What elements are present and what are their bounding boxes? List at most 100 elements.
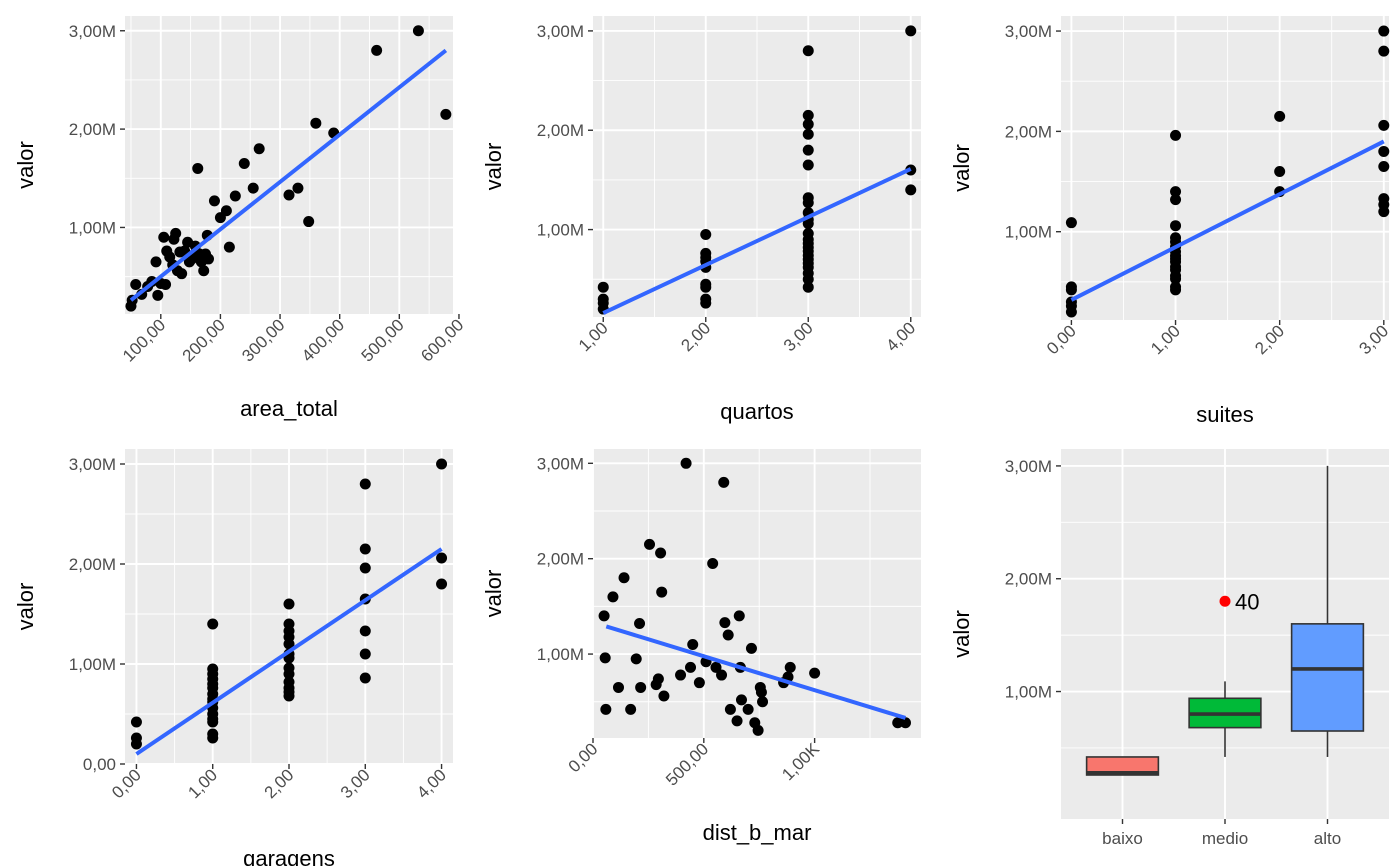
data-point: [600, 703, 612, 715]
x-axis-title: dist_b_mar: [703, 820, 812, 845]
x-tick-label: 1,00K: [778, 739, 823, 784]
data-point: [597, 293, 609, 305]
chart-panel-5: 1,00M 2,00M 3,00M 0,00 500,00 1,00K dist_b_mar…: [481, 449, 921, 845]
data-point: [158, 231, 170, 243]
data-point: [436, 458, 448, 470]
data-point: [310, 117, 322, 129]
data-point: [130, 732, 142, 744]
x-tick-label: alto: [1314, 829, 1341, 848]
data-point: [784, 661, 796, 673]
x-tick-label: 500,00: [358, 315, 408, 365]
x-tick-label: 0,00: [565, 739, 602, 776]
y-axis-title: valor: [481, 143, 506, 191]
x-tick-label: 3,00: [780, 318, 817, 355]
x-tick-label: 1,00: [1147, 321, 1184, 358]
data-point: [630, 653, 642, 665]
x-tick-label: 1,00: [575, 318, 612, 355]
data-point: [675, 669, 687, 681]
data-point: [612, 681, 624, 693]
data-point: [802, 45, 814, 57]
data-point: [905, 25, 917, 37]
data-point: [809, 667, 821, 679]
data-point: [359, 562, 371, 574]
y-tick-label: 3,00M: [1005, 457, 1052, 476]
data-point: [607, 591, 619, 603]
data-point: [283, 676, 295, 688]
y-tick-label: 1,00M: [1005, 683, 1052, 702]
data-point: [655, 547, 667, 559]
regression-line: [129, 48, 448, 302]
data-point: [1378, 160, 1390, 172]
y-tick-label: 0,00: [83, 755, 116, 774]
data-point: [802, 281, 814, 293]
data-point: [130, 278, 142, 290]
data-point: [716, 669, 728, 681]
data-point: [1378, 25, 1390, 37]
data-point: [1274, 166, 1286, 178]
data-point: [905, 184, 917, 196]
regression-line: [602, 167, 912, 315]
y-tick-label: 1,00M: [1005, 223, 1052, 242]
data-point: [635, 681, 647, 693]
y-tick-label: 3,00M: [537, 22, 584, 41]
data-point: [176, 268, 188, 280]
data-point: [745, 642, 757, 654]
data-point: [202, 253, 214, 265]
data-point: [1274, 110, 1286, 122]
data-point: [899, 717, 911, 729]
x-tick-label: 600,00: [417, 315, 467, 365]
data-point: [207, 618, 219, 630]
x-axis-title: area_total: [240, 396, 338, 421]
data-point: [303, 216, 315, 228]
data-point: [1170, 281, 1182, 293]
chart-panel-3: 1,00M 2,00M 3,00M 0,00 1,00 2,00 3,00 suites val…: [949, 16, 1392, 427]
data-point: [755, 686, 767, 698]
y-tick-label: 2,00M: [1005, 570, 1052, 589]
outlier-point: [1219, 595, 1231, 607]
data-point: [170, 227, 182, 239]
data-point: [731, 715, 743, 727]
data-point: [371, 44, 383, 56]
y-axis-title: valor: [949, 610, 974, 658]
data-point: [722, 629, 734, 641]
data-point: [710, 661, 722, 673]
data-point: [207, 728, 219, 740]
data-point: [802, 144, 814, 156]
regression-line: [1070, 139, 1385, 302]
data-point: [359, 672, 371, 684]
data-point: [359, 625, 371, 637]
data-point: [802, 228, 814, 240]
data-point: [1170, 220, 1182, 232]
x-axis-title: quartos: [720, 399, 793, 424]
data-point: [247, 182, 259, 194]
x-axis-title: garagens: [243, 846, 335, 866]
data-point: [752, 724, 764, 736]
data-point: [283, 189, 295, 201]
x-tick-label: baixo: [1102, 829, 1143, 848]
data-point: [292, 182, 304, 194]
x-tick-label: 200,00: [179, 315, 229, 365]
data-point: [283, 618, 295, 630]
data-point: [802, 192, 814, 204]
data-point: [192, 162, 204, 174]
y-tick-label: 2,00M: [537, 121, 584, 140]
x-tick-label: 2,00: [261, 765, 298, 802]
x-tick-label: 500,00: [662, 739, 712, 789]
y-tick-label: 3,00M: [69, 22, 116, 41]
data-point: [207, 663, 219, 675]
data-point: [436, 552, 448, 564]
data-point: [283, 662, 295, 674]
data-point: [802, 109, 814, 121]
data-point: [359, 478, 371, 490]
y-axis-title: valor: [13, 141, 38, 189]
data-point: [223, 241, 235, 253]
data-point: [150, 256, 162, 268]
data-point: [1170, 186, 1182, 198]
data-point: [802, 159, 814, 171]
data-point: [757, 696, 769, 708]
data-point: [436, 578, 448, 590]
data-point: [220, 205, 232, 217]
data-point: [700, 247, 712, 259]
